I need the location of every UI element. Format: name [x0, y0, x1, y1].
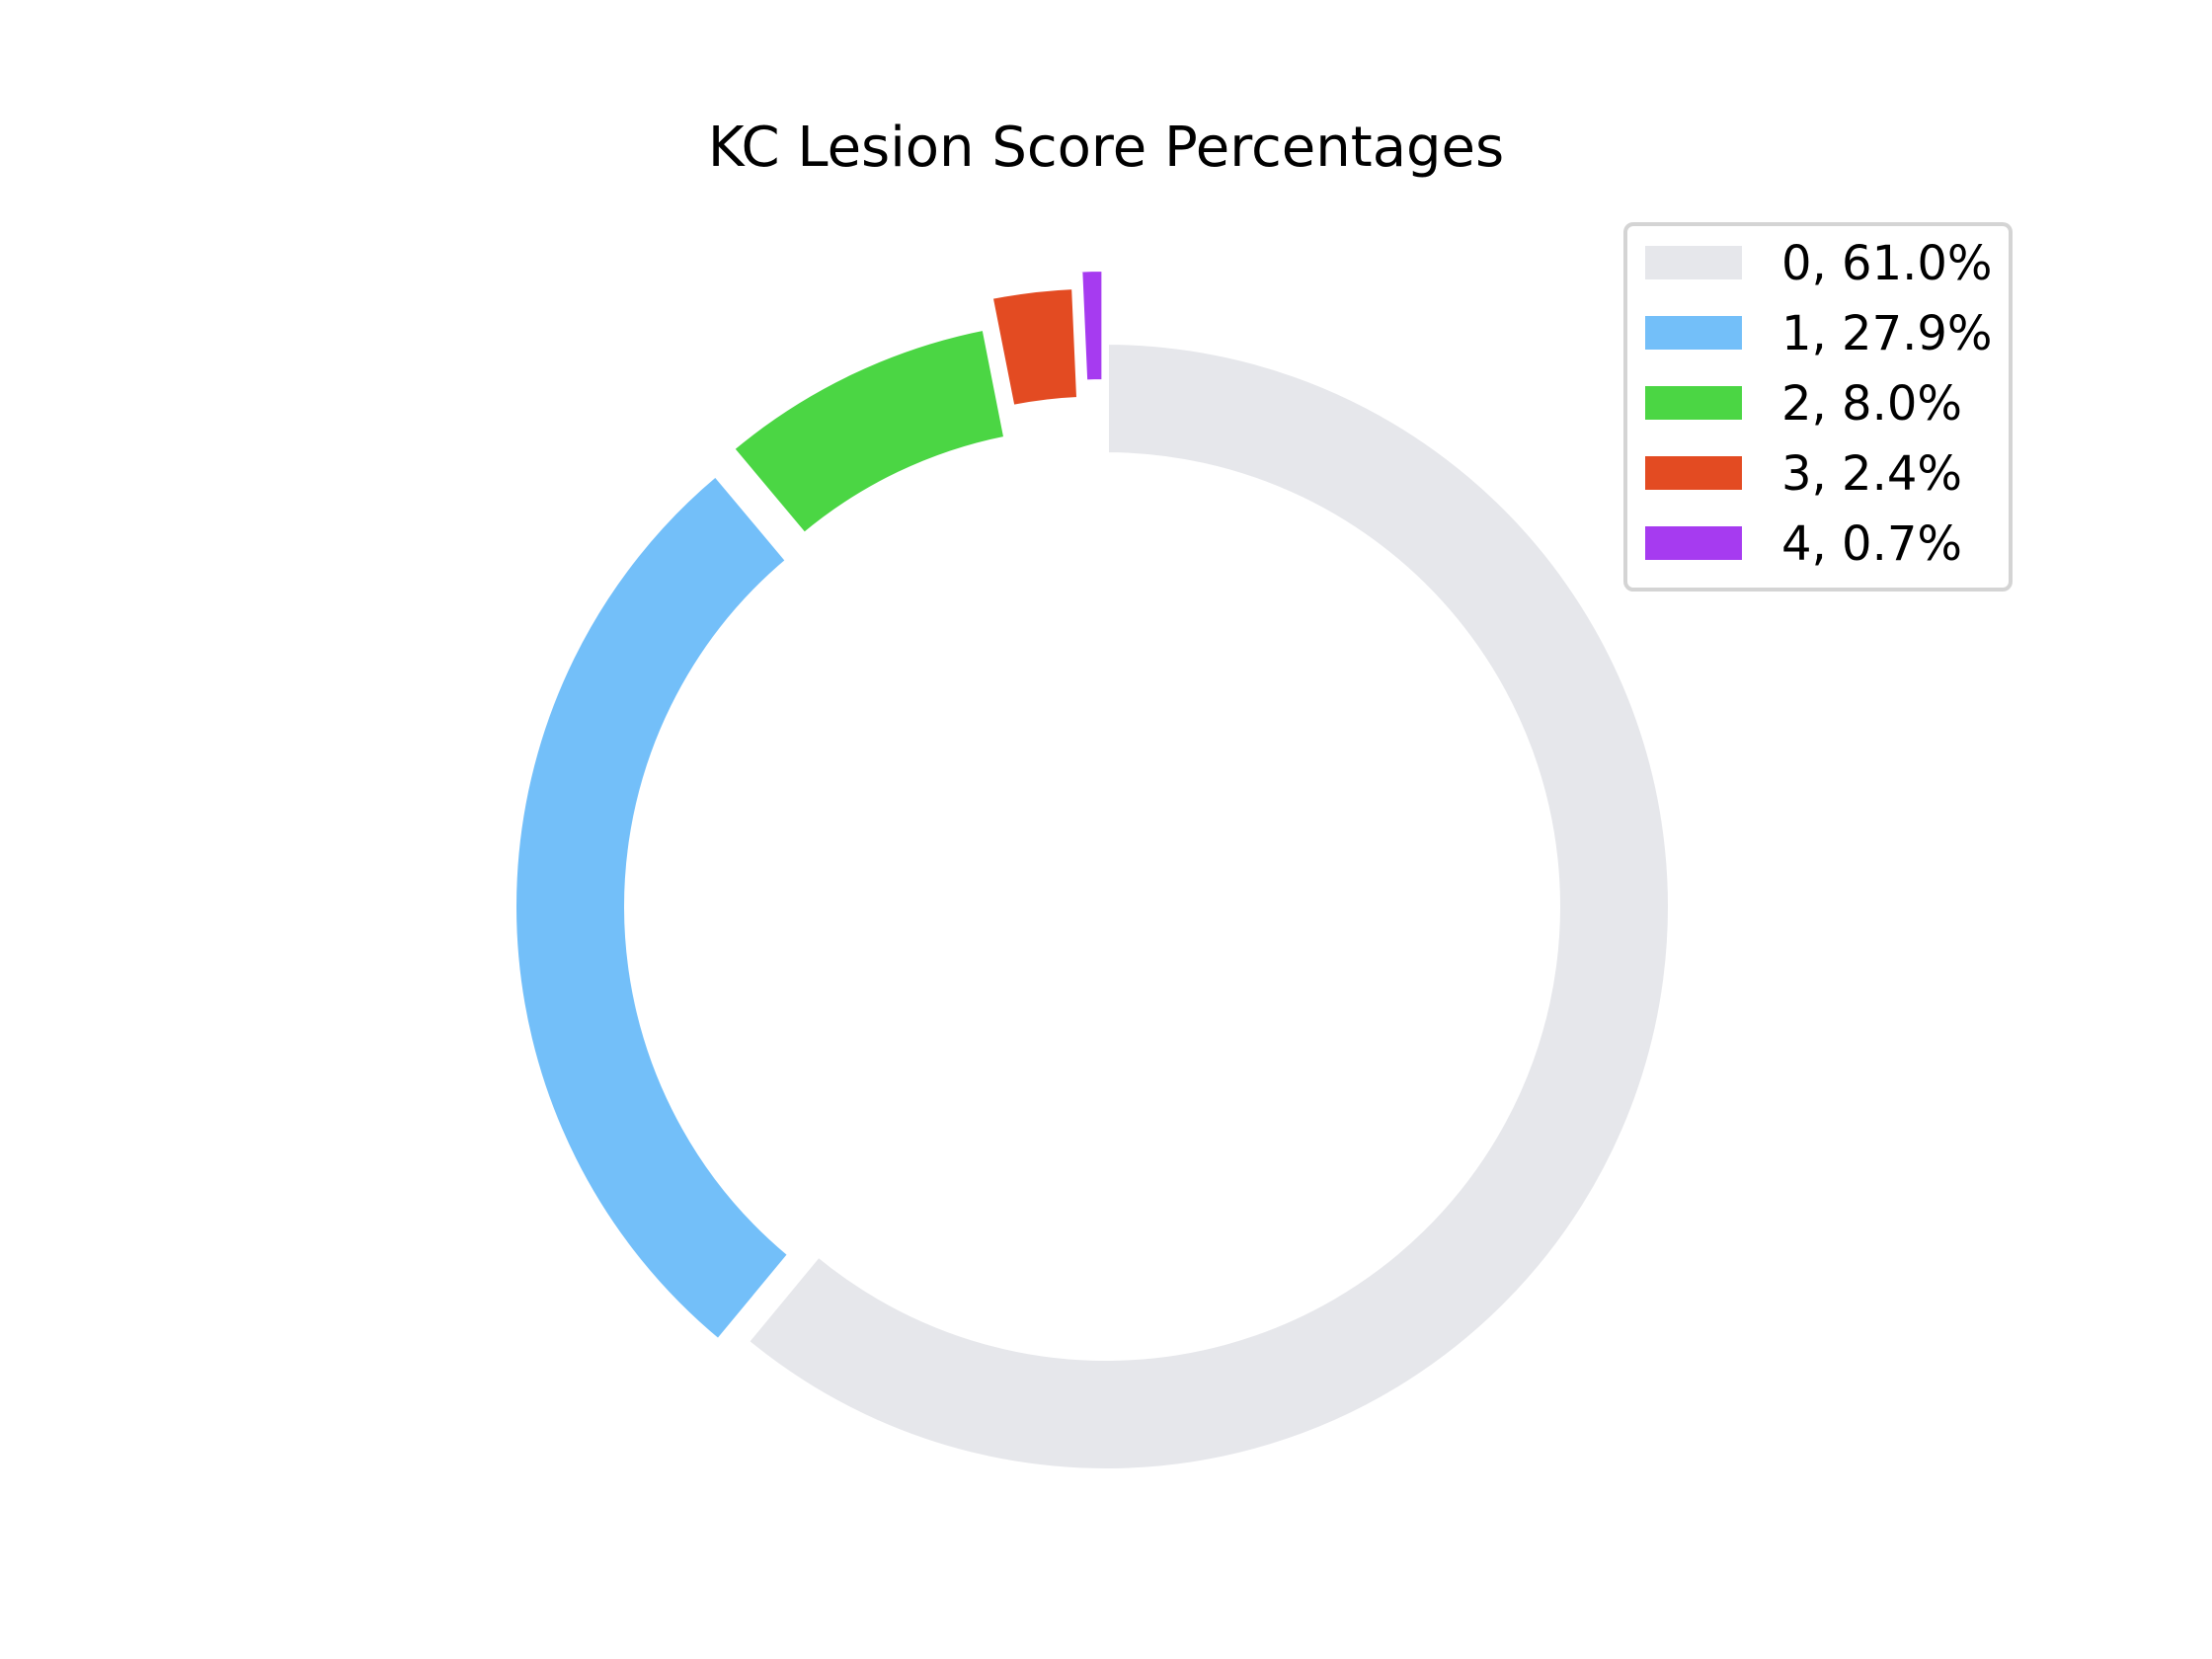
legend-swatch-0 — [1645, 246, 1742, 279]
donut-slice-1 — [511, 469, 795, 1347]
legend-swatch-3 — [1645, 456, 1742, 490]
legend-label-3: 3, 2.4% — [1781, 446, 1962, 502]
donut-slice-3 — [986, 282, 1083, 412]
donut-slice-2 — [727, 324, 1010, 540]
donut-slice-0 — [742, 338, 1674, 1474]
donut-slice-4 — [1076, 266, 1108, 386]
legend-label-0: 0, 61.0% — [1781, 236, 1993, 291]
legend-label-4: 4, 0.7% — [1781, 516, 1962, 572]
legend-frame — [1623, 222, 2013, 592]
legend: 0, 61.0% 1, 27.9% 2, 8.0% 3, 2.4% 4, 0.7… — [1623, 222, 2013, 592]
legend-swatch-1 — [1645, 316, 1742, 350]
donut-slices — [511, 266, 1674, 1474]
legend-label-1: 1, 27.9% — [1781, 306, 1993, 361]
legend-label-2: 2, 8.0% — [1781, 376, 1962, 432]
legend-swatch-2 — [1645, 386, 1742, 420]
legend-swatch-4 — [1645, 526, 1742, 560]
chart-title: KC Lesion Score Percentages — [708, 116, 1504, 180]
